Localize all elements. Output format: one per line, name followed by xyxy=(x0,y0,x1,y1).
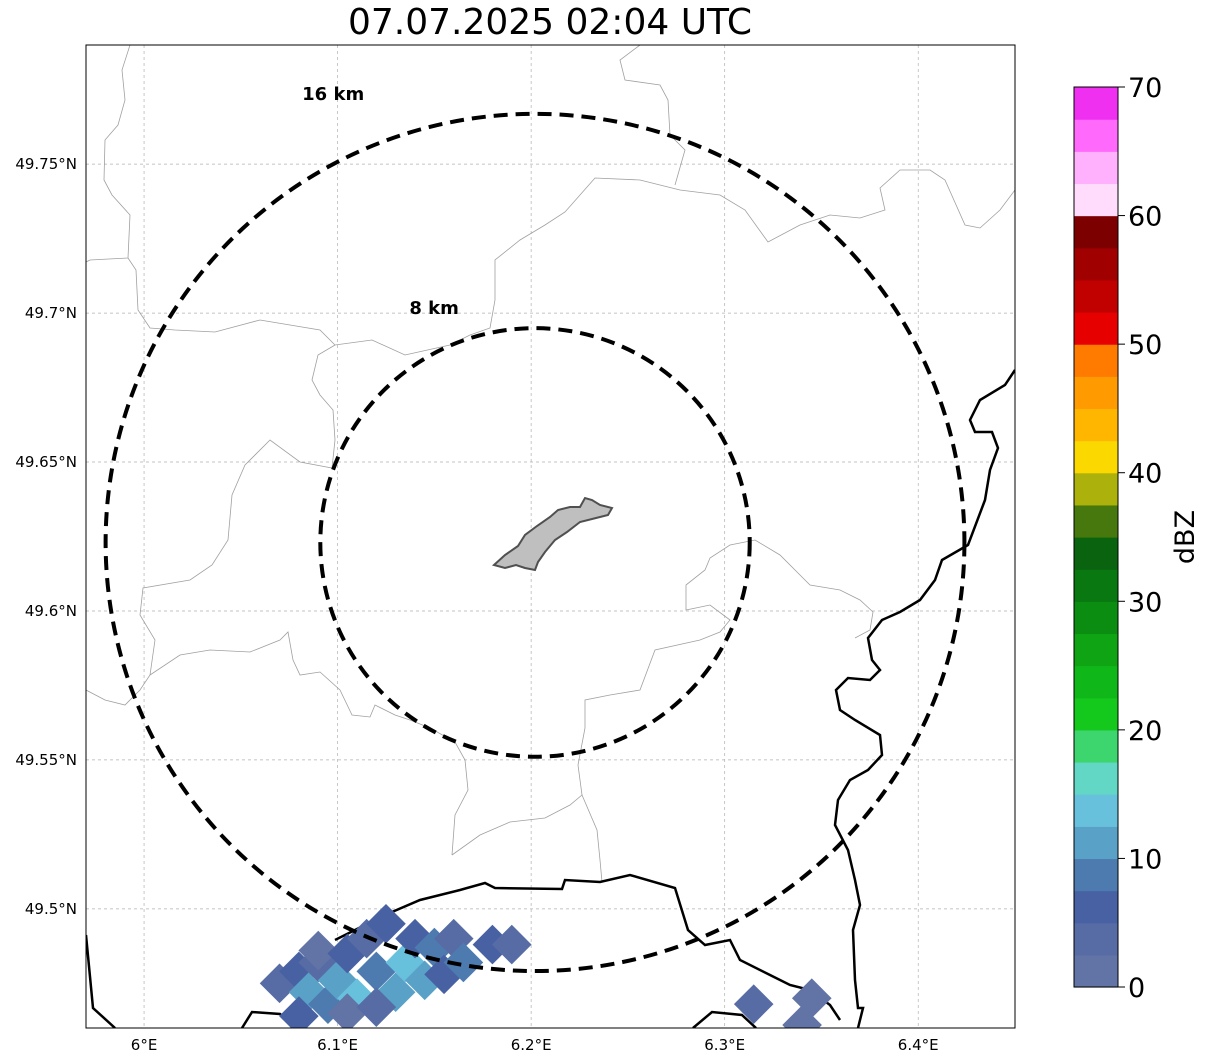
colorbar-tick-label: 30 xyxy=(1128,587,1162,618)
y-tick-label: 49.75°N xyxy=(15,155,77,173)
colorbar-frame xyxy=(1073,86,1119,988)
colorbar-tick-label: 20 xyxy=(1128,716,1162,747)
range-ring-label: 16 km xyxy=(302,84,364,105)
colorbar-segment xyxy=(1074,601,1118,635)
colorbar-segment xyxy=(1074,408,1118,442)
reflectivity-cell xyxy=(298,930,339,971)
colorbar-tick-label: 50 xyxy=(1128,330,1162,361)
colorbar-tick-label: 60 xyxy=(1128,202,1162,233)
colorbar-segment xyxy=(1074,537,1118,570)
colorbar-segment xyxy=(1074,472,1118,506)
chart-title: 07.07.2025 02:04 UTC xyxy=(347,2,753,43)
reflectivity-cell xyxy=(443,942,484,983)
x-tick-label: 6.4°E xyxy=(898,1036,939,1054)
city-polygon xyxy=(491,496,614,572)
reflectivity-cell xyxy=(356,987,397,1027)
colorbar-segment xyxy=(1074,279,1118,313)
colorbar-segment xyxy=(1074,312,1118,345)
y-tick-label: 49.6°N xyxy=(25,602,77,620)
colorbar-tick-label: 70 xyxy=(1128,73,1162,104)
x-tick-label: 6°E xyxy=(131,1036,158,1054)
colorbar-segment xyxy=(1074,890,1118,924)
range-ring xyxy=(318,326,752,759)
y-tick-label: 49.7°N xyxy=(25,304,77,322)
colorbar-segment xyxy=(1074,440,1118,474)
colorbar-tick-label: 40 xyxy=(1128,459,1162,490)
y-tick-label: 49.5°N xyxy=(25,900,77,918)
colorbar-segment xyxy=(1074,665,1118,699)
colorbar-segment xyxy=(1074,119,1118,152)
colorbar-segment xyxy=(1074,376,1118,410)
colorbar-segment xyxy=(1074,215,1118,249)
colorbar-segment xyxy=(1074,344,1118,377)
reflectivity-cell xyxy=(356,951,397,992)
reflectivity-cell xyxy=(782,1005,822,1028)
colorbar-segment xyxy=(1074,504,1118,538)
colorbar-segment xyxy=(1074,794,1118,827)
reflectivity-cell xyxy=(491,924,532,965)
colorbar-segment xyxy=(1074,954,1118,988)
colorbar-segment xyxy=(1074,729,1118,763)
colorbar-label: dBZ xyxy=(1170,510,1201,564)
axis-ticks: 6°E 6.1°E 6.2°E 6.3°E 6.4°E 49.5°N 49.55°N 49.6… xyxy=(15,155,938,1054)
y-tick-label: 49.65°N xyxy=(15,453,77,471)
colorbar-segment xyxy=(1074,633,1118,667)
map-frame xyxy=(85,44,1016,1029)
y-tick-label: 49.55°N xyxy=(15,751,77,769)
colorbar-tick-label: 0 xyxy=(1128,973,1145,1004)
colorbar-segment xyxy=(1074,87,1118,120)
range-ring-label: 8 km xyxy=(409,298,459,319)
colorbar-segment xyxy=(1074,569,1118,602)
colorbar-segment xyxy=(1074,151,1118,185)
x-tick-label: 6.2°E xyxy=(511,1036,552,1054)
colorbar-segment xyxy=(1074,247,1118,281)
reflectivity-cell xyxy=(733,984,774,1024)
reflectivity-cell xyxy=(366,903,406,944)
x-tick-label: 6.3°E xyxy=(704,1036,745,1054)
colorbar-segment xyxy=(1074,826,1118,860)
colorbar-segment xyxy=(1074,183,1118,217)
colorbar: 0 10 20 30 40 50 60 70 dBZ xyxy=(1073,73,1201,1004)
national-border xyxy=(86,369,1015,1028)
colorbar-segment xyxy=(1074,858,1118,892)
colorbar-tick-label: 10 xyxy=(1128,844,1162,875)
colorbar-segment xyxy=(1074,762,1118,795)
colorbar-segment xyxy=(1074,922,1118,956)
reflectivity-cell xyxy=(327,993,368,1028)
x-tick-label: 6.1°E xyxy=(317,1036,358,1054)
colorbar-segment xyxy=(1074,697,1118,731)
range-rings: 8 km 16 km xyxy=(103,84,967,974)
municipal-boundaries xyxy=(86,45,1015,883)
range-ring xyxy=(103,111,967,974)
